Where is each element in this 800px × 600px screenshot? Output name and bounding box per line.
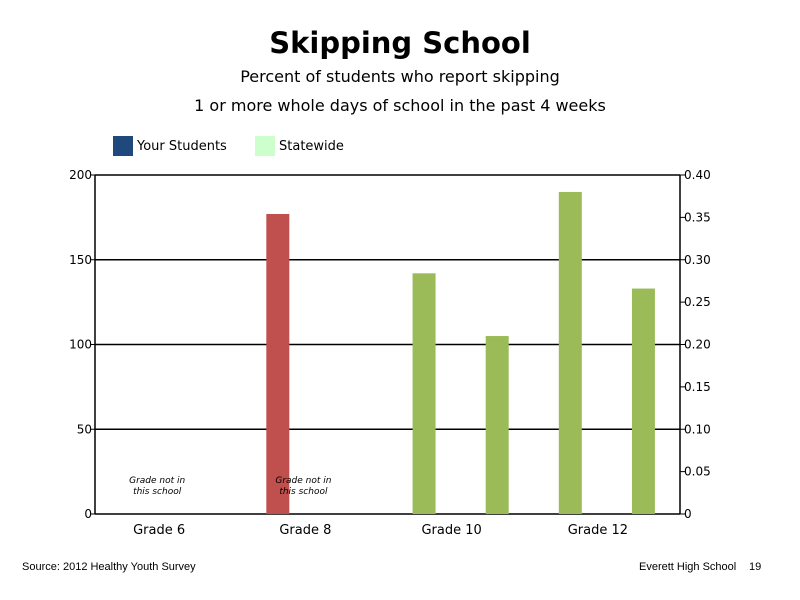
annotation-grade-not-in-school: Grade not in bbox=[275, 476, 331, 486]
left-tick-label: 50 bbox=[77, 422, 92, 436]
chart-title: Skipping School bbox=[269, 26, 531, 60]
x-tick-label: Grade 6 bbox=[133, 523, 185, 538]
left-tick-label: 100 bbox=[69, 338, 92, 352]
legend-item-statewide: Statewide bbox=[255, 136, 344, 156]
chart-subtitle-line-2: 1 or more whole days of school in the pa… bbox=[194, 96, 606, 115]
annotation-grade-not-in-school: this school bbox=[133, 487, 182, 497]
left-tick-label: 150 bbox=[69, 253, 92, 267]
legend-swatch-statewide bbox=[255, 136, 275, 156]
bar bbox=[485, 336, 509, 514]
x-tick-label: Grade 10 bbox=[421, 523, 481, 538]
right-tick-label: 0 bbox=[684, 507, 692, 521]
legend-label-your-students: Your Students bbox=[137, 138, 227, 154]
x-tick-label: Grade 12 bbox=[568, 523, 628, 538]
school-name: Everett High School bbox=[639, 561, 737, 573]
bar bbox=[558, 191, 582, 514]
annotation-grade-not-in-school: this school bbox=[279, 487, 328, 497]
bar bbox=[412, 273, 436, 514]
right-tick-label: 0.10 bbox=[684, 422, 711, 436]
left-tick-label: 0 bbox=[84, 507, 92, 521]
right-tick-label: 0.25 bbox=[684, 295, 711, 309]
legend-label-statewide: Statewide bbox=[279, 138, 344, 154]
source-note: Source: 2012 Healthy Youth Survey bbox=[22, 561, 196, 573]
left-tick-label: 200 bbox=[69, 168, 92, 182]
bar bbox=[631, 288, 655, 514]
right-tick-label: 0.20 bbox=[684, 338, 711, 352]
bar bbox=[266, 213, 290, 515]
right-tick-label: 0.15 bbox=[684, 380, 711, 394]
right-tick-label: 0.40 bbox=[684, 168, 711, 182]
page-number: 19 bbox=[749, 561, 762, 573]
right-tick-label: 0.30 bbox=[684, 253, 711, 267]
right-tick-label: 0.05 bbox=[684, 465, 711, 479]
legend-swatch-your-students bbox=[113, 136, 133, 156]
right-tick-label: 0.35 bbox=[684, 210, 711, 224]
annotation-grade-not-in-school: Grade not in bbox=[129, 476, 185, 486]
legend-item-your-students: Your Students bbox=[113, 136, 227, 156]
chart-subtitle-line-1: Percent of students who report skipping bbox=[240, 67, 560, 86]
x-tick-label: Grade 8 bbox=[279, 523, 331, 538]
